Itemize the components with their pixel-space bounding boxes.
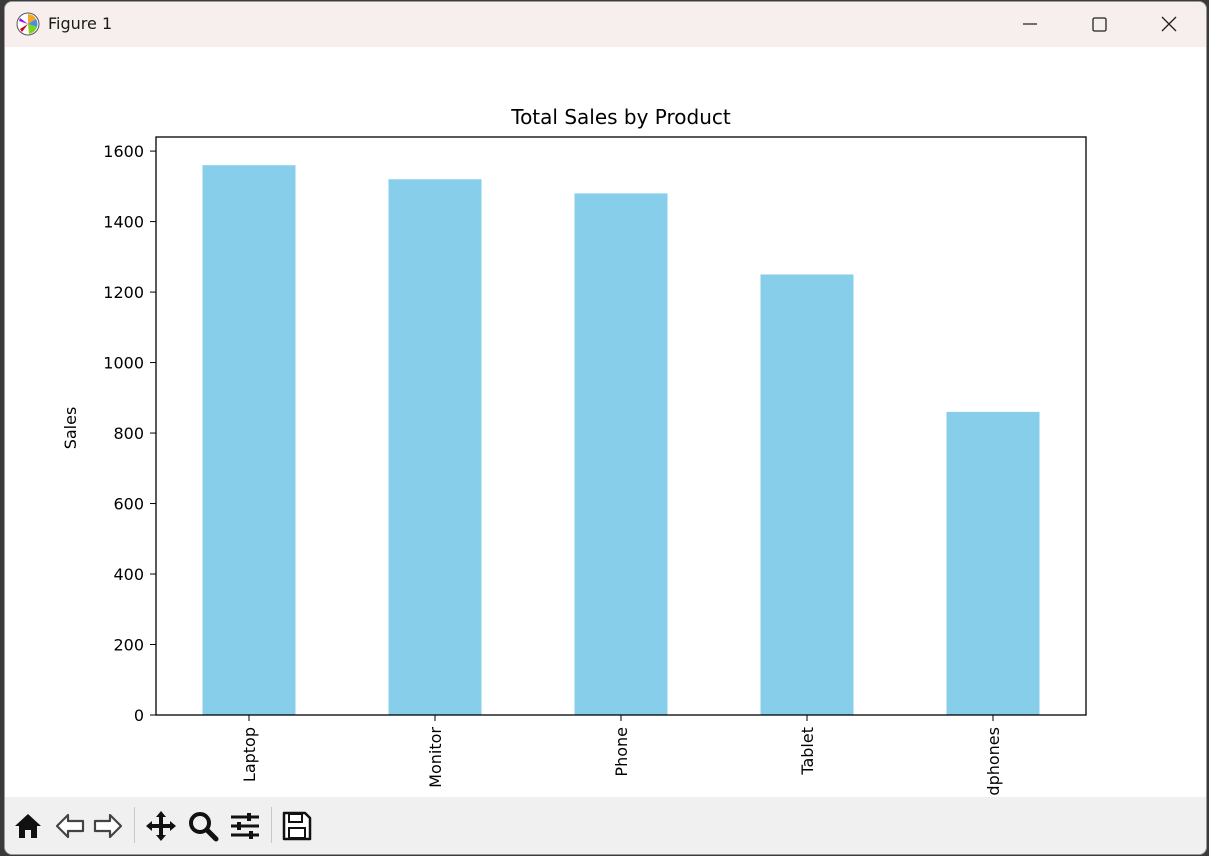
maximize-button[interactable]	[1065, 2, 1133, 47]
bar-phone	[574, 193, 668, 715]
title-bar[interactable]: Figure 1	[5, 2, 1206, 47]
figure-window: Figure 1 Total Sales by Product 0 200 400 6…	[4, 1, 1207, 855]
zoom-icon	[189, 812, 219, 842]
y-axis-ticks: 0 200 400 600 800 1000 1200 1400 1600	[103, 142, 156, 725]
x-axis-ticks: Laptop Monitor Phone Tablet Headphones	[240, 715, 1003, 827]
close-button[interactable]	[1135, 2, 1203, 47]
zoom-button[interactable]	[184, 807, 222, 845]
bar-monitor	[388, 179, 482, 716]
y-tick-label: 1400	[103, 213, 144, 232]
bar-headphones	[946, 411, 1040, 715]
y-tick-label: 1200	[103, 283, 144, 302]
x-tick-label: Headphones	[984, 727, 1003, 797]
forward-arrow-icon	[93, 813, 123, 839]
navigation-toolbar	[5, 797, 1206, 854]
forward-button[interactable]	[89, 807, 127, 845]
configure-subplots-icon	[231, 813, 259, 839]
x-tick-label: Tablet	[798, 727, 817, 776]
bar-laptop	[202, 165, 296, 715]
back-arrow-icon	[55, 813, 85, 839]
x-tick-label: Monitor	[426, 727, 445, 788]
back-button[interactable]	[51, 807, 89, 845]
y-tick-label: 1000	[103, 354, 144, 373]
y-tick-label: 0	[134, 706, 144, 725]
pan-icon	[146, 811, 176, 841]
y-axis-label: Sales	[61, 407, 80, 450]
bars-layer	[202, 165, 1040, 716]
home-icon	[15, 814, 41, 838]
bar-chart: Total Sales by Product 0 200 400 600 800 1000…	[61, 105, 1087, 827]
maximize-icon	[1092, 17, 1107, 32]
toolbar-separator	[134, 807, 135, 843]
save-button[interactable]	[278, 807, 316, 845]
y-tick-label: 200	[113, 636, 144, 655]
figure-canvas[interactable]: Total Sales by Product 0 200 400 600 800 1000…	[5, 47, 1206, 827]
window-title: Figure 1	[48, 14, 113, 33]
y-tick-label: 600	[113, 495, 144, 514]
y-tick-label: 800	[113, 424, 144, 443]
minimize-button[interactable]	[996, 2, 1064, 47]
y-tick-label: 1600	[103, 142, 144, 161]
chart-title: Total Sales by Product	[510, 105, 731, 129]
y-tick-label: 400	[113, 565, 144, 584]
bar-tablet	[760, 274, 854, 715]
x-tick-label: Laptop	[240, 727, 259, 782]
toolbar-separator	[271, 807, 272, 843]
minimize-icon	[1023, 23, 1037, 25]
configure-subplots-button[interactable]	[226, 807, 264, 845]
close-icon	[1161, 16, 1177, 32]
matplotlib-logo-icon	[16, 12, 40, 36]
home-button[interactable]	[9, 807, 47, 845]
x-tick-label: Phone	[612, 727, 631, 777]
save-icon	[282, 811, 312, 841]
pan-button[interactable]	[142, 807, 180, 845]
